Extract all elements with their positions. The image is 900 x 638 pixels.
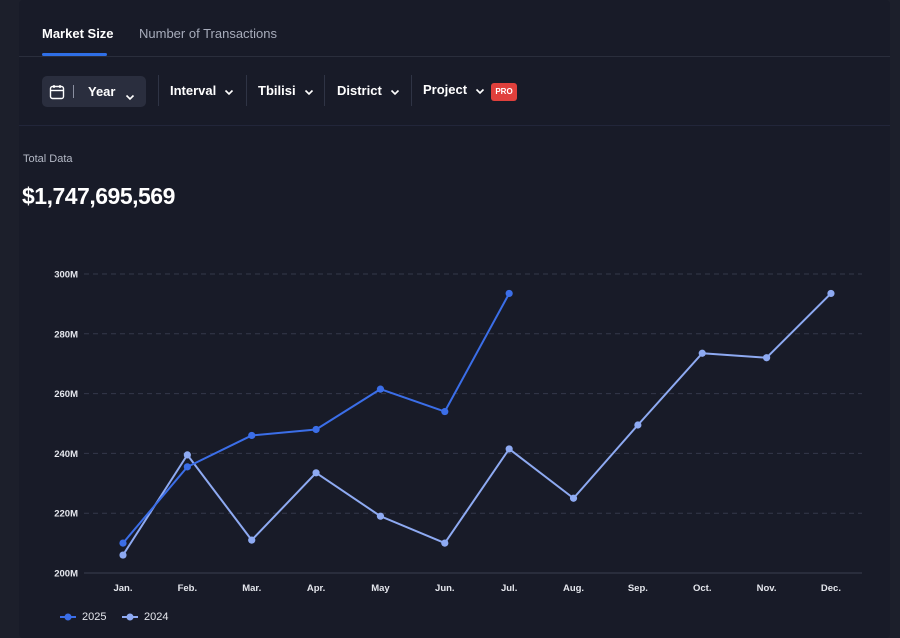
chevron-down-icon (304, 84, 314, 99)
chevron-down-icon (224, 84, 234, 99)
tab-number-of-transactions[interactable]: Number of Transactions (139, 26, 278, 41)
total-data-label: Total Data (23, 153, 73, 165)
city-filter-label: Tbilisi (258, 83, 296, 98)
data-point-2025 (441, 407, 449, 416)
data-point-2024 (119, 551, 127, 559)
data-point-2024 (312, 469, 320, 477)
district-filter-label: District (337, 83, 382, 98)
x-tick-label: Apr. (307, 583, 325, 594)
series-line-2025 (122, 292, 511, 544)
data-point-2025 (376, 385, 385, 393)
x-tick-label: Sep. (628, 583, 648, 594)
legend-marker-2025 (60, 613, 76, 621)
data-point-2024 (376, 512, 385, 520)
city-filter[interactable]: Tbilisi (258, 83, 314, 99)
data-point-2025 (248, 431, 256, 440)
data-point-2024 (569, 494, 578, 502)
x-tick-label: May (371, 583, 390, 594)
tab-bar: Market Size Number of Transactions (19, 0, 890, 57)
data-point-2025 (505, 289, 513, 298)
project-filter[interactable]: Project (423, 82, 485, 98)
data-point-2024 (827, 289, 835, 298)
data-point-2024 (441, 539, 449, 547)
y-tick-label: 300M (54, 270, 78, 281)
data-point-2025 (183, 463, 191, 471)
legend-item-2025[interactable]: 2025 (60, 611, 106, 623)
period-selector[interactable]: Year (42, 76, 146, 107)
interval-filter[interactable]: Interval (170, 83, 234, 99)
x-tick-label: Aug. (563, 583, 584, 594)
filter-toolbar: Year Interval Tbilisi District Project P… (19, 57, 890, 126)
market-panel: Market Size Number of Transactions Year … (19, 0, 890, 638)
data-point-2024 (505, 445, 513, 453)
toolbar-divider (324, 75, 325, 106)
active-tab-indicator (42, 53, 107, 56)
legend-label-2024: 2024 (144, 611, 169, 623)
tab-market-size[interactable]: Market Size (42, 26, 114, 41)
chevron-down-icon (475, 83, 485, 98)
y-tick-label: 240M (54, 449, 78, 460)
legend-marker-2024 (122, 613, 138, 621)
x-tick-label: Oct. (693, 583, 711, 594)
period-divider (73, 85, 74, 98)
pro-badge: PRO (491, 83, 517, 101)
chevron-down-icon (125, 88, 135, 106)
x-tick-label: Jan. (113, 583, 132, 594)
toolbar-divider (246, 75, 247, 106)
x-tick-label: Dec. (821, 583, 841, 594)
chevron-down-icon (390, 84, 400, 99)
legend-label-2025: 2025 (82, 611, 107, 623)
series-line-2024 (122, 292, 832, 556)
district-filter[interactable]: District (337, 83, 400, 99)
toolbar-divider (411, 75, 412, 106)
x-tick-label: Feb. (178, 583, 198, 594)
legend-item-2024[interactable]: 2024 (122, 611, 168, 623)
data-point-2024 (763, 354, 771, 362)
data-point-2025 (312, 425, 320, 434)
x-tick-label: Mar. (242, 583, 261, 594)
data-point-2024 (634, 421, 642, 429)
data-point-2025 (119, 539, 127, 547)
interval-filter-label: Interval (170, 83, 217, 98)
project-filter-label: Project (423, 82, 468, 97)
x-tick-label: Jul. (501, 583, 517, 594)
data-point-2024 (248, 536, 256, 544)
data-point-2024 (698, 349, 706, 357)
y-tick-label: 260M (54, 389, 78, 400)
x-tick-label: Nov. (757, 583, 777, 594)
y-tick-label: 220M (54, 509, 78, 520)
period-label: Year (88, 84, 116, 99)
calendar-icon (49, 84, 65, 105)
total-data-value: $1,747,695,569 (22, 183, 175, 209)
data-point-2024 (183, 451, 191, 459)
y-tick-label: 280M (54, 329, 78, 340)
x-tick-label: Jun. (435, 583, 455, 594)
y-tick-label: 200M (54, 569, 78, 580)
toolbar-divider (158, 75, 159, 106)
